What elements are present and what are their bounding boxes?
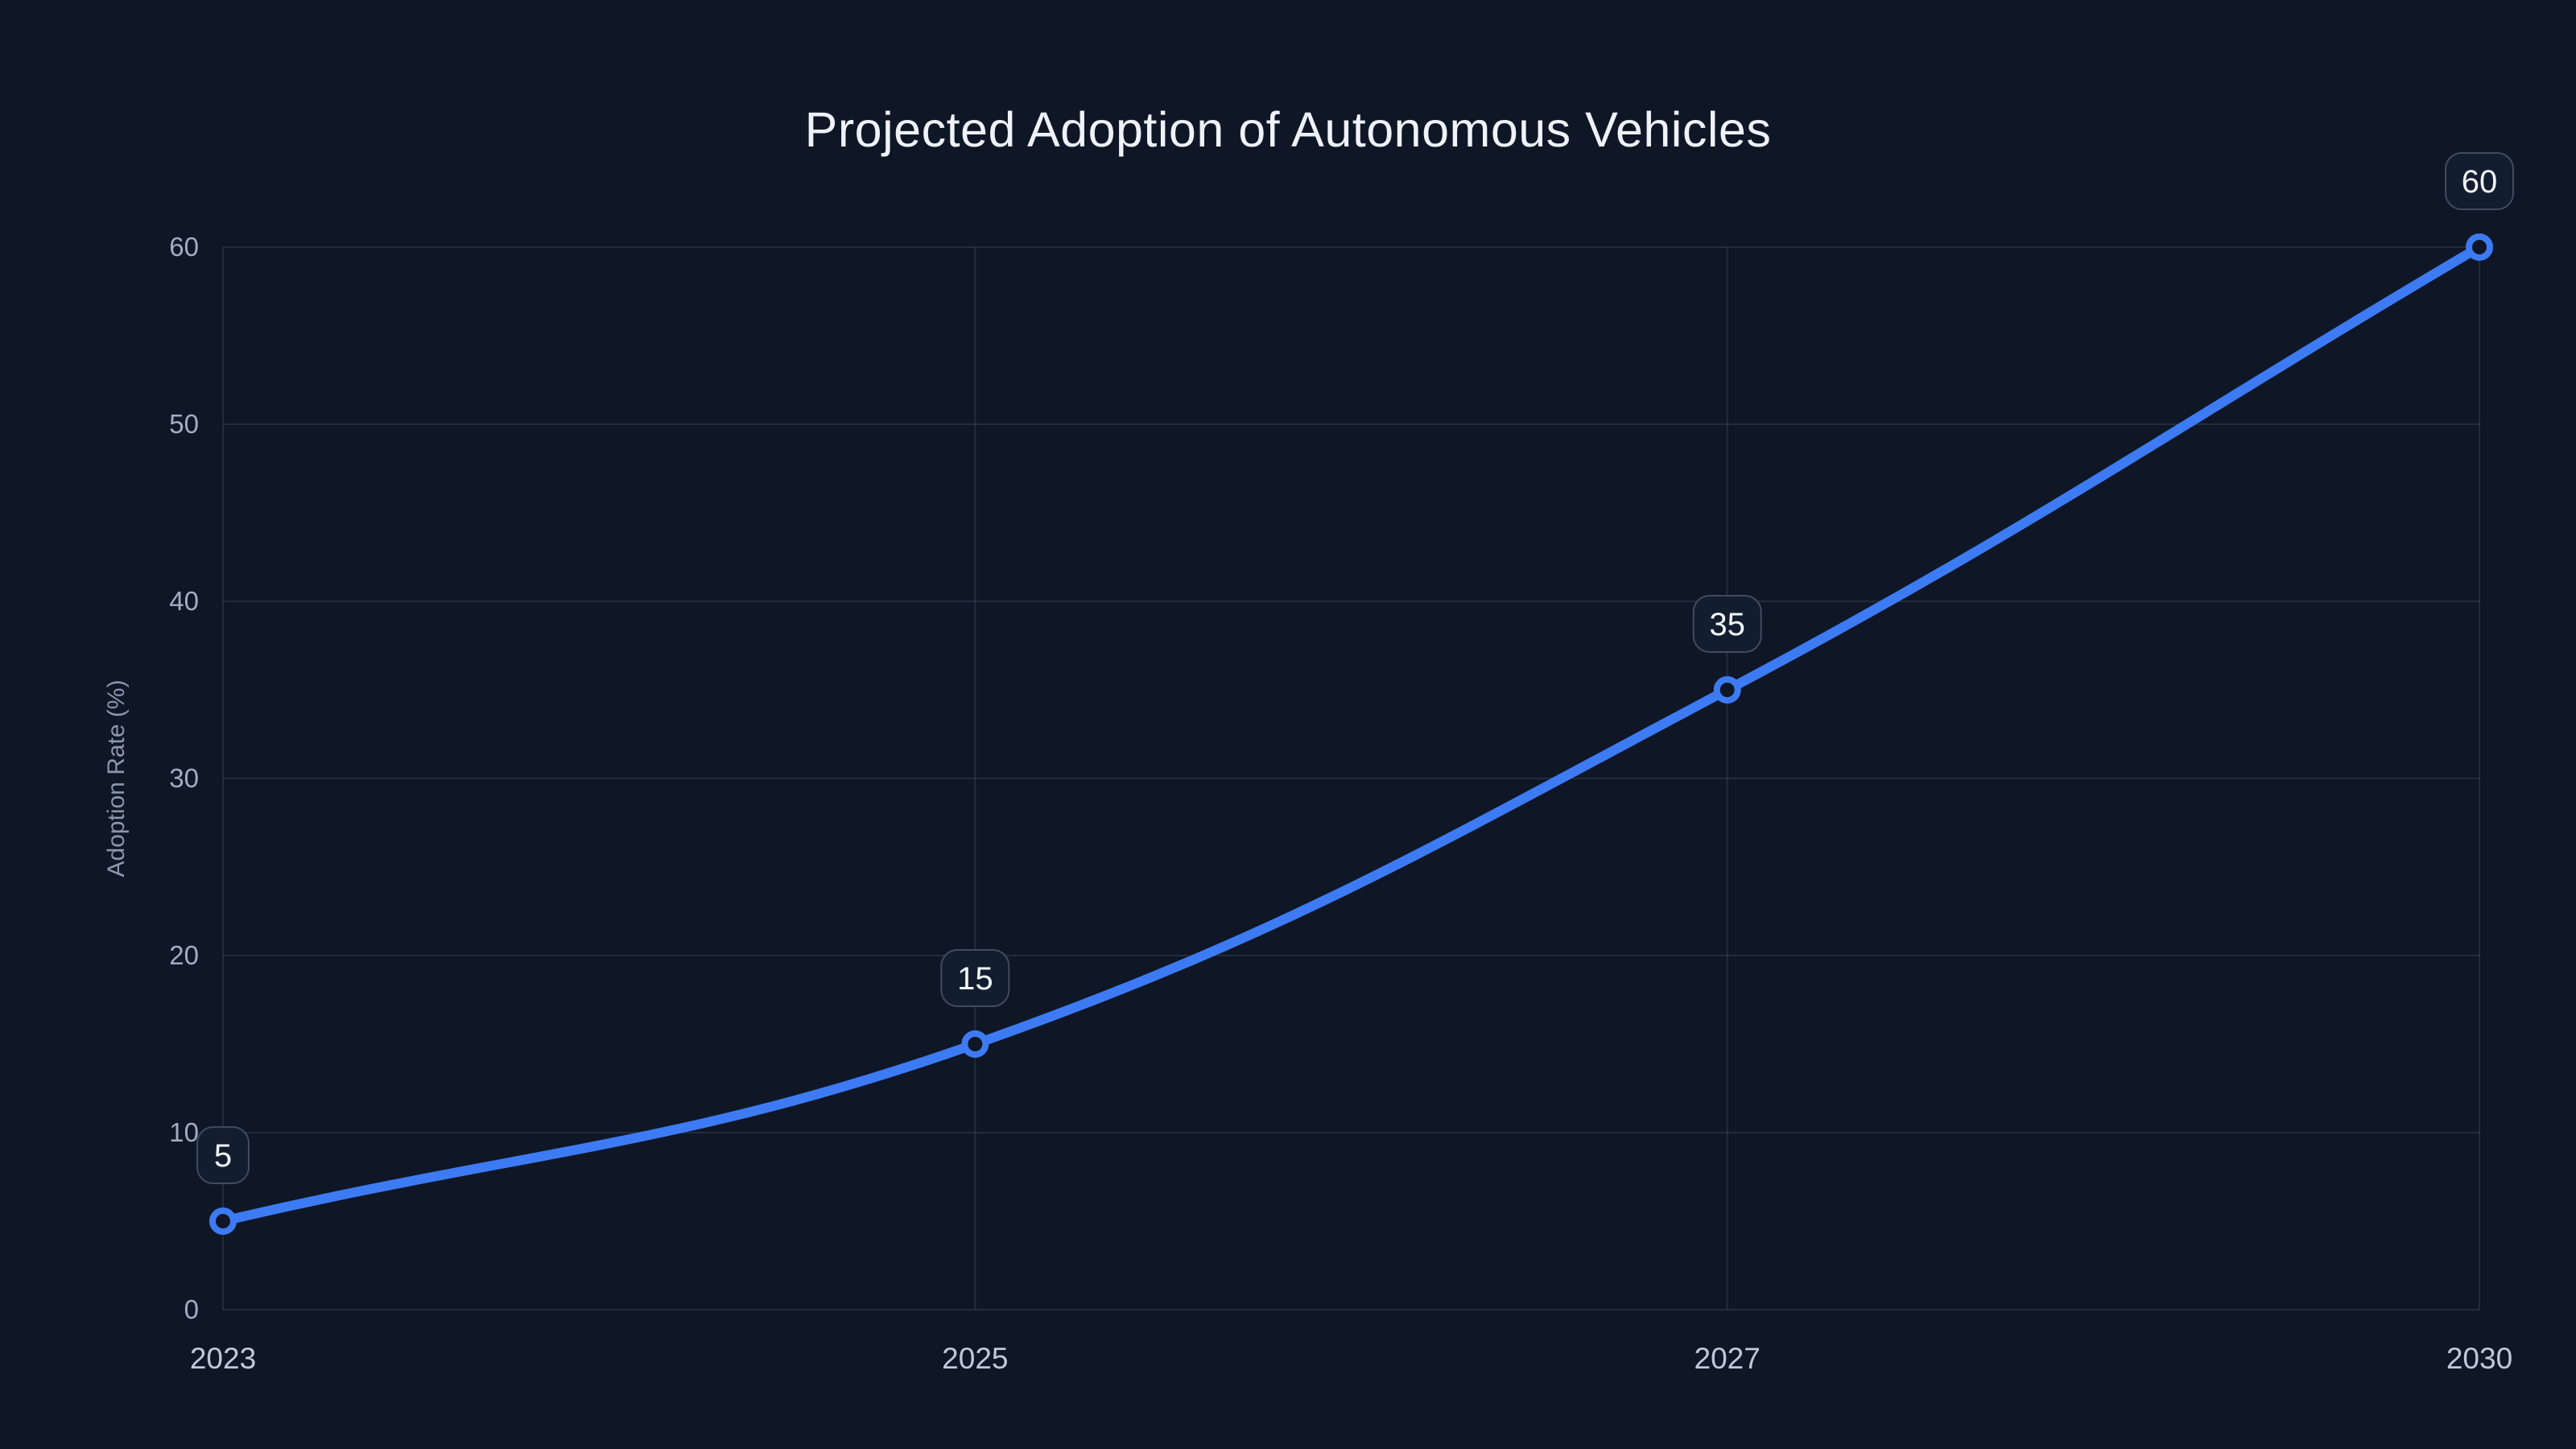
- point-label-value: 5: [214, 1138, 232, 1174]
- point-label-box: [196, 1126, 250, 1184]
- point-label-2030: 60: [2445, 152, 2514, 210]
- point-label-2023: 5: [196, 1126, 250, 1184]
- point-label-box: [2445, 152, 2514, 210]
- y-tick-label: 50: [169, 409, 199, 439]
- y-tick-label: 30: [169, 763, 199, 793]
- y-tick-label: 40: [169, 586, 199, 616]
- x-tick-label: 2027: [1695, 1342, 1761, 1375]
- y-tick-label: 20: [169, 940, 199, 970]
- point-label-box: [940, 949, 1010, 1007]
- y-tick-label: 0: [184, 1294, 199, 1324]
- point-label-2027: 35: [1692, 595, 1762, 653]
- data-point-2030[interactable]: [2466, 233, 2493, 261]
- data-point-2023[interactable]: [209, 1208, 237, 1235]
- point-label-value: 35: [1709, 607, 1745, 642]
- point-label-value: 15: [957, 961, 993, 997]
- data-point-2025[interactable]: [961, 1030, 989, 1058]
- point-label-value: 60: [2462, 164, 2498, 200]
- point-label-2025: 15: [940, 949, 1010, 1007]
- chart-title: Projected Adoption of Autonomous Vehicle…: [804, 102, 1772, 157]
- y-tick-label: 10: [169, 1117, 199, 1147]
- x-tick-label: 2030: [2446, 1342, 2512, 1375]
- point-label-box: [1692, 595, 1762, 653]
- y-tick-label: 60: [169, 232, 199, 262]
- x-tick-label: 2025: [942, 1342, 1008, 1375]
- x-tick-label: 2023: [190, 1342, 256, 1375]
- series-line: [218, 242, 2484, 1226]
- data-point-2027[interactable]: [1713, 676, 1741, 704]
